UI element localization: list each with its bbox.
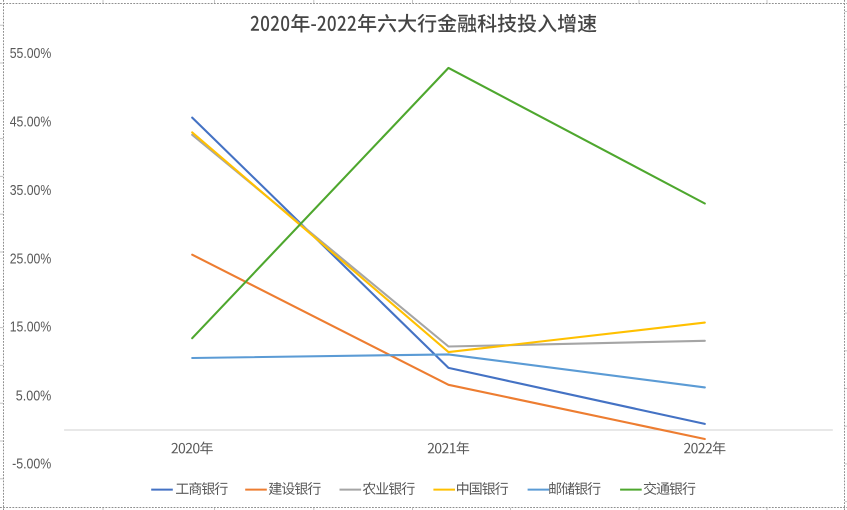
svg-text:55.00%: 55.00% — [10, 46, 52, 62]
svg-text:15.00%: 15.00% — [10, 320, 52, 336]
svg-text:25.00%: 25.00% — [10, 251, 52, 267]
svg-text:-5.00%: -5.00% — [12, 457, 51, 473]
svg-text:45.00%: 45.00% — [10, 115, 52, 131]
svg-text:35.00%: 35.00% — [10, 183, 52, 199]
svg-text:5.00%: 5.00% — [16, 389, 52, 405]
